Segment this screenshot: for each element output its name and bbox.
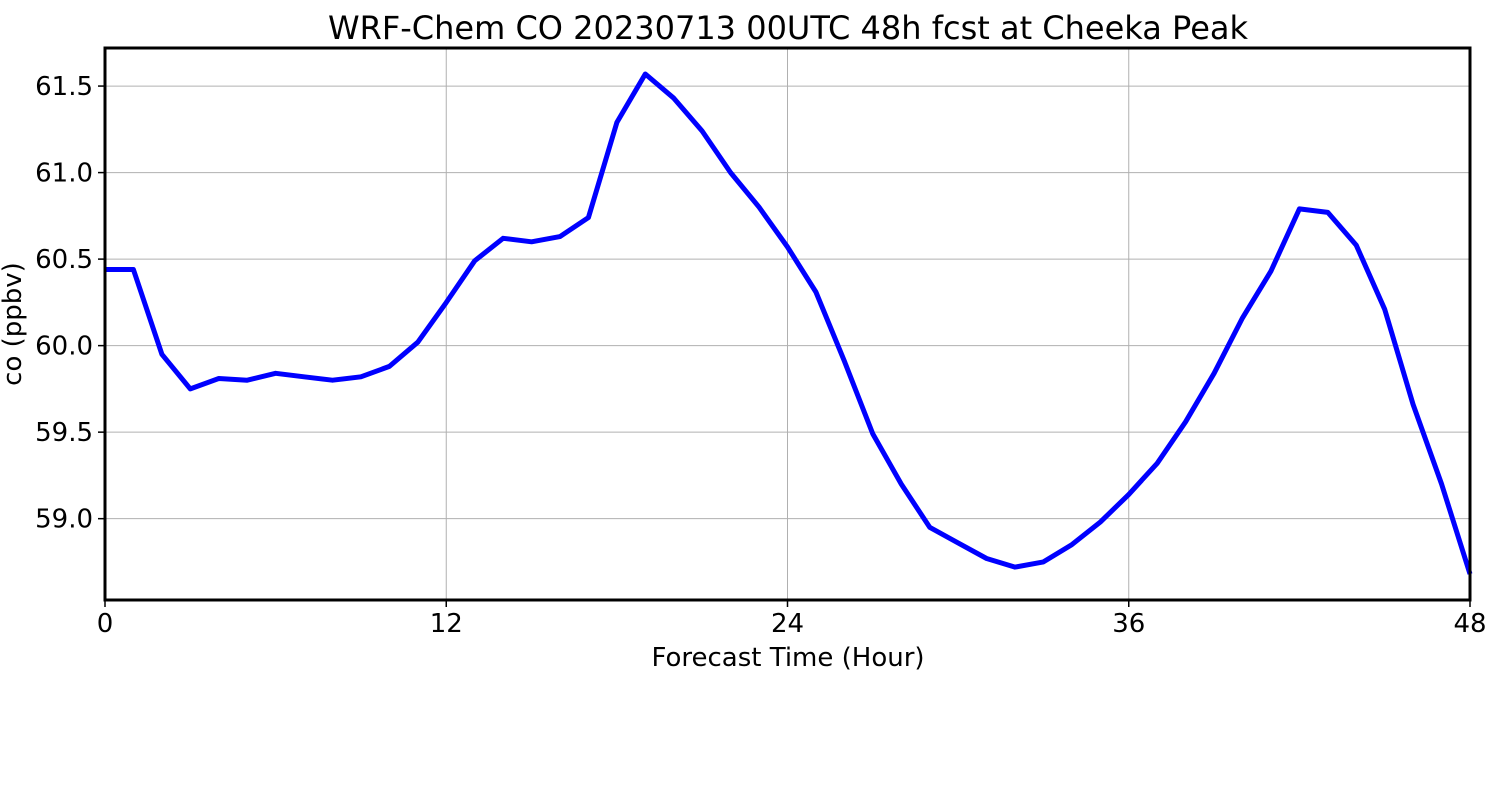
x-tick-label: 48 xyxy=(1453,609,1486,639)
y-tick-label: 61.5 xyxy=(35,72,93,102)
chart-title: WRF-Chem CO 20230713 00UTC 48h fcst at C… xyxy=(328,9,1249,47)
y-tick-label: 61.0 xyxy=(35,159,93,189)
x-tick-label: 0 xyxy=(97,609,114,639)
y-tick-label: 60.0 xyxy=(35,332,93,362)
x-tick-label: 36 xyxy=(1112,609,1145,639)
y-tick-label: 59.0 xyxy=(35,505,93,535)
y-tick-label: 60.5 xyxy=(35,245,93,275)
x-tick-label: 12 xyxy=(430,609,463,639)
grid xyxy=(104,48,1471,600)
series-line xyxy=(105,71,1473,575)
series-layer xyxy=(105,71,1473,575)
x-tick-label: 24 xyxy=(771,609,804,639)
ticks: 0 12 24 36 48 59.0 59.5 60.0 60.5 61.0 61.5 xyxy=(35,72,1486,639)
x-axis-label: Forecast Time (Hour) xyxy=(651,643,924,673)
y-axis-label: co (ppbv) xyxy=(0,262,28,386)
y-tick-label: 59.5 xyxy=(35,418,93,448)
